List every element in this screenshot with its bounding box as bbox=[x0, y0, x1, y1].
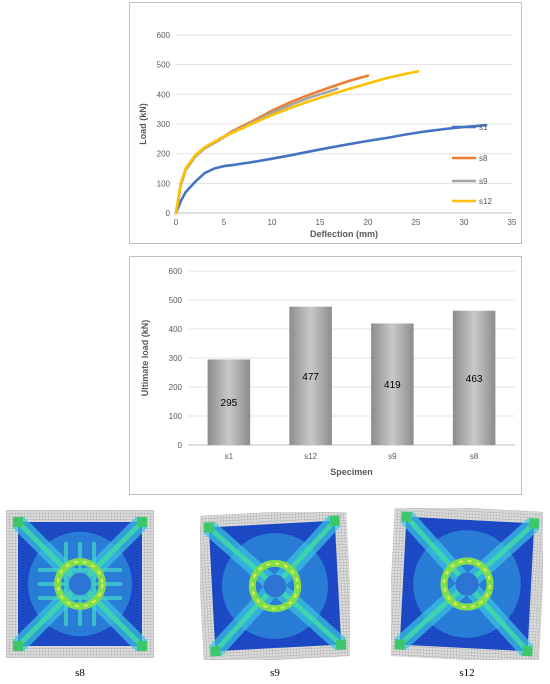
ultimate-load-chart: 0 100 200 300 400 500 600 295 477 419 463 s1 s12 s9… bbox=[140, 267, 515, 477]
series-line-s8 bbox=[174, 74, 370, 215]
y-tick-label: 400 bbox=[169, 325, 183, 334]
y-tick-label: 0 bbox=[178, 441, 183, 450]
x-tick-label: 25 bbox=[412, 218, 421, 227]
y-axis-label: Load (kN) bbox=[138, 103, 148, 145]
y-tick-label: 400 bbox=[157, 90, 171, 99]
x-tick-label-s12: s12 bbox=[304, 452, 317, 461]
bar-s9 bbox=[371, 323, 414, 445]
y-tick-label: 500 bbox=[157, 61, 171, 70]
x-tick-label: 30 bbox=[460, 218, 469, 227]
fea-caption-s12: s12 bbox=[459, 667, 475, 679]
ultimate-load-chart-panel: 0 100 200 300 400 500 600 295 477 419 463 s1 s12 s9… bbox=[129, 256, 522, 495]
fea-caption-s9: s9 bbox=[270, 667, 280, 679]
y-tick-label: 0 bbox=[166, 209, 171, 218]
fea-contour-s9 bbox=[200, 512, 350, 660]
x-tick-label-s8: s8 bbox=[470, 452, 479, 461]
y-tick-label: 600 bbox=[169, 267, 183, 276]
legend-label-s1: s1 bbox=[479, 123, 488, 132]
x-tick-label: 5 bbox=[222, 218, 227, 227]
y-tick-label: 300 bbox=[157, 120, 171, 129]
y-tick-label: 100 bbox=[169, 412, 183, 421]
bar-value-label-s12: 477 bbox=[302, 372, 319, 383]
series-line-s12 bbox=[174, 70, 420, 215]
x-tick-label: 15 bbox=[316, 218, 325, 227]
x-axis-label: Specimen bbox=[330, 467, 373, 477]
legend-label-s12: s12 bbox=[479, 197, 492, 206]
load-deflection-chart-panel: 0 100 200 300 400 500 600 0 5 10 15 20 25 30 35 s1 s8 s… bbox=[129, 2, 522, 244]
x-tick-label-s9: s9 bbox=[388, 452, 397, 461]
bar-value-label-s9: 419 bbox=[384, 380, 401, 391]
legend-label-s8: s8 bbox=[479, 154, 488, 163]
y-axis-label: Ultimate load (kN) bbox=[140, 320, 150, 397]
y-tick-label: 600 bbox=[157, 31, 171, 40]
bar-s8 bbox=[452, 310, 496, 445]
bar-s12 bbox=[289, 306, 332, 445]
fea-contour-s8 bbox=[6, 510, 154, 658]
bar-value-label-s1: 295 bbox=[221, 398, 238, 409]
x-tick-label-s1: s1 bbox=[225, 452, 234, 461]
y-tick-label: 100 bbox=[157, 179, 171, 188]
x-tick-label: 10 bbox=[268, 218, 277, 227]
x-tick-label: 20 bbox=[364, 218, 373, 227]
y-tick-label: 200 bbox=[157, 150, 171, 159]
y-tick-label: 500 bbox=[169, 296, 183, 305]
x-tick-label: 0 bbox=[174, 218, 179, 227]
fea-caption-s8: s8 bbox=[75, 667, 85, 679]
y-tick-label: 300 bbox=[169, 354, 183, 363]
x-axis-label: Deflection (mm) bbox=[310, 229, 378, 239]
fea-contour-s12 bbox=[391, 508, 543, 660]
bar-s1 bbox=[207, 359, 251, 445]
series-line-s1 bbox=[174, 123, 488, 215]
y-tick-label: 200 bbox=[169, 383, 183, 392]
load-deflection-chart: 0 100 200 300 400 500 600 0 5 10 15 20 25 30 35 s1 s8 s… bbox=[138, 31, 517, 239]
bar-value-label-s8: 463 bbox=[466, 374, 483, 385]
legend-label-s9: s9 bbox=[479, 177, 488, 186]
x-tick-label: 35 bbox=[508, 218, 517, 227]
